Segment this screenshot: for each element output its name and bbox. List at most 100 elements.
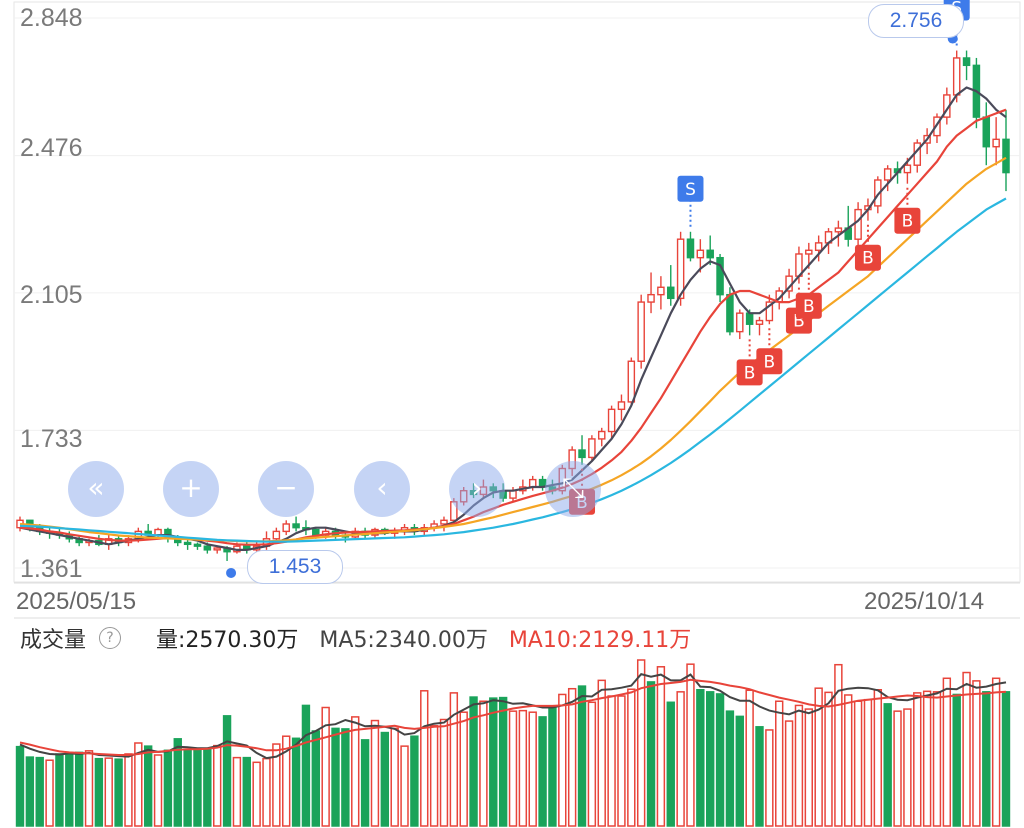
volume-bar — [203, 747, 212, 827]
volume-bar — [232, 756, 242, 827]
volume-bar — [558, 693, 567, 827]
candle-body — [272, 530, 281, 540]
candle-body — [578, 449, 586, 459]
candle-body — [588, 438, 596, 459]
volume-bar — [1001, 691, 1011, 827]
volume-ma-line — [19, 678, 1007, 756]
volume-bar — [459, 711, 468, 827]
candle-body — [528, 478, 537, 488]
ma-line — [19, 156, 1007, 543]
candle-body — [637, 301, 645, 362]
max-price-label: 2.756 — [868, 4, 964, 38]
candle-body — [962, 57, 971, 67]
next-button[interactable]: › — [449, 461, 505, 517]
y-tick-label: 2.105 — [20, 281, 83, 309]
volume-bar — [410, 735, 419, 827]
volume-bar — [577, 685, 587, 827]
volume-bar — [420, 690, 429, 827]
volume-bar — [617, 695, 626, 827]
main-frame — [13, 1, 1021, 583]
volume-bar — [301, 704, 311, 827]
volume-bar — [952, 693, 961, 827]
buy-signal-icon — [795, 292, 822, 319]
zoom-in-button[interactable]: + — [163, 461, 219, 517]
volume-bar — [528, 711, 537, 827]
candle-body — [657, 286, 665, 296]
candle-body — [193, 543, 202, 547]
volume-bar — [725, 710, 735, 827]
volume-bar — [321, 706, 330, 827]
buy-signal-icon — [854, 244, 881, 271]
volume-bar — [15, 745, 25, 827]
volume-bar — [282, 735, 291, 827]
min-price-label: 1.453 — [247, 550, 343, 584]
candle-body — [883, 168, 892, 181]
prev-button[interactable]: ‹ — [354, 461, 410, 517]
zoom-out-button[interactable]: − — [258, 461, 314, 517]
volume-bar — [429, 725, 439, 827]
volume-bar — [25, 756, 35, 827]
volume-bar — [991, 677, 1001, 827]
candle-body — [903, 164, 912, 174]
expand-button[interactable]: ⤡ — [545, 461, 601, 517]
candle-body — [745, 312, 754, 325]
volume-bar — [666, 701, 675, 827]
candle-body — [617, 401, 626, 411]
candle-body — [183, 541, 192, 546]
volume-bar — [627, 688, 636, 827]
volume-bar — [65, 752, 74, 827]
buy-signal-label: B — [793, 312, 805, 332]
volume-bar — [676, 691, 685, 827]
help-icon[interactable]: ? — [99, 627, 122, 649]
volume-bar — [548, 705, 557, 827]
candle-body — [716, 256, 724, 296]
volume-bar — [844, 694, 853, 827]
buy-signal-label: B — [803, 297, 815, 317]
volume-bar — [193, 747, 202, 827]
candle-body — [805, 249, 813, 255]
volume-bar — [153, 754, 163, 827]
candle-body — [282, 523, 290, 533]
candle-body — [982, 116, 991, 148]
volume-bar — [794, 704, 804, 827]
candle-body — [607, 408, 616, 433]
volume-bar — [163, 749, 173, 827]
candle-body — [834, 227, 843, 233]
volume-bar — [745, 689, 754, 827]
volume-bar — [351, 716, 360, 827]
volume-bar — [262, 757, 271, 827]
volume-bar — [124, 753, 133, 827]
volume-bar — [538, 716, 547, 827]
volume-bar — [982, 691, 991, 827]
nav-first-button[interactable]: « — [68, 461, 124, 517]
candle-body — [755, 319, 764, 325]
volume-bar — [242, 756, 251, 827]
candle-body — [597, 430, 606, 440]
candle-body — [814, 242, 823, 251]
volume-bar — [942, 677, 952, 827]
volume-bar — [567, 687, 577, 827]
volume-bar — [222, 715, 232, 827]
volume-bar — [863, 698, 873, 827]
volume-bar — [765, 729, 774, 827]
y-tick-label: 1.361 — [20, 555, 83, 583]
volume-bar — [370, 719, 380, 827]
volume-bar — [183, 748, 192, 827]
volume-bar — [212, 744, 222, 827]
volume-bar — [893, 710, 902, 827]
volume-bar — [705, 691, 715, 827]
volume-header: 成交量 ? 量:2570.30万 MA5:2340.00万 MA10:2129.… — [20, 622, 691, 656]
volume-bar — [883, 703, 892, 827]
volume-bar — [114, 758, 123, 827]
volume-bar — [498, 696, 508, 827]
volume-bar — [962, 671, 971, 827]
volume-bar — [291, 737, 301, 827]
volume-ma5: MA5:2340.00万 — [319, 628, 488, 653]
buy-signal-label: B — [744, 363, 756, 383]
volume-bar — [74, 751, 84, 827]
volume-bar — [636, 659, 646, 827]
volume-bar — [597, 679, 606, 827]
volume-bar — [922, 690, 932, 827]
candle-body — [726, 293, 734, 333]
